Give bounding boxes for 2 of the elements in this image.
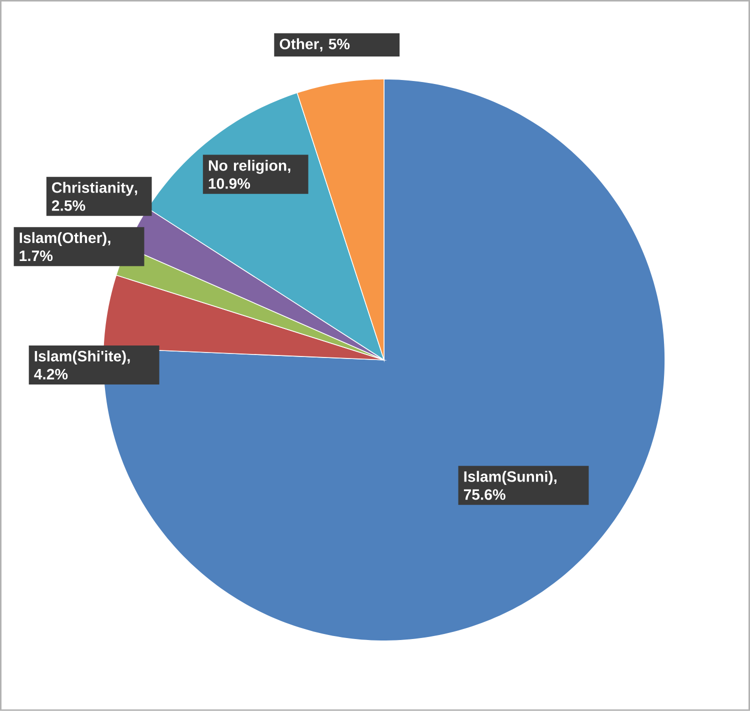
slice-label: Other [280,38,319,50]
data-label: , 5% [320,38,350,52]
